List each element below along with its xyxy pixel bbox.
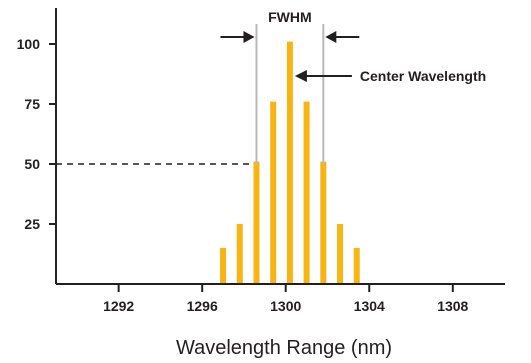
center-arrow-icon xyxy=(294,70,307,82)
bar xyxy=(337,224,344,284)
x-tick-label: 1308 xyxy=(437,298,468,314)
bar xyxy=(253,161,260,284)
axes-group: 25 50 75 100 1292 1296 1300 1304 1308 xyxy=(17,8,505,314)
annotations-group: FWHM Center Wavelength xyxy=(220,9,486,84)
x-tick-label: 1296 xyxy=(187,298,218,314)
fwhm-right-arrow-icon xyxy=(325,31,337,43)
y-tick-label: 50 xyxy=(24,156,40,172)
y-tick-label: 75 xyxy=(24,96,40,112)
y-tick-label: 25 xyxy=(24,216,40,232)
fwhm-label: FWHM xyxy=(268,9,312,25)
bar xyxy=(353,248,360,284)
x-tick-label: 1304 xyxy=(354,298,385,314)
bars-group xyxy=(220,41,360,284)
bar xyxy=(286,41,293,284)
center-wavelength-label: Center Wavelength xyxy=(360,68,486,84)
guides-group xyxy=(56,24,325,165)
y-tick-label: 100 xyxy=(17,36,41,52)
fwhm-left-arrow-icon xyxy=(243,31,255,43)
x-axis-title: Wavelength Range (nm) xyxy=(176,337,392,359)
x-tick-label: 1292 xyxy=(103,298,134,314)
bar xyxy=(303,101,310,284)
bar xyxy=(236,224,243,284)
x-tick-label: 1300 xyxy=(270,298,301,314)
bar xyxy=(270,101,277,284)
bar xyxy=(220,248,227,284)
bar xyxy=(320,161,327,284)
